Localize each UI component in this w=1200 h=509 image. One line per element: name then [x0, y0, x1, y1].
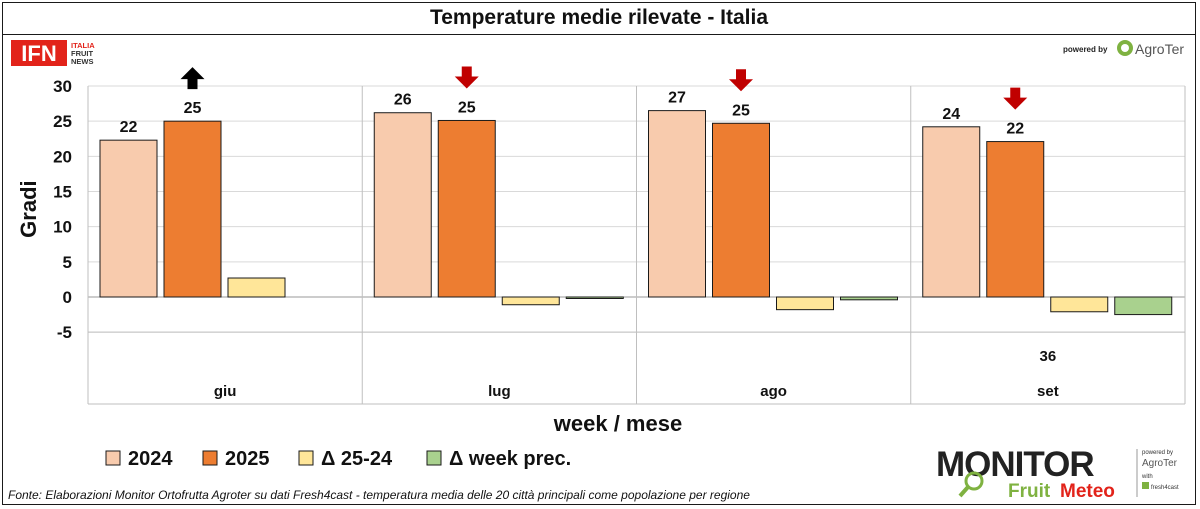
bar-set-series-1 — [986, 141, 1045, 298]
fruitmeteo-part-2: Meteo — [1060, 481, 1115, 501]
y-tick-label: -5 — [57, 323, 72, 342]
legend-swatch-0 — [105, 450, 121, 466]
y-axis-label: Gradi — [16, 180, 41, 237]
bar-ago-series-1 — [712, 122, 770, 298]
y-tick-label: 15 — [53, 183, 72, 202]
source-note: Fonte: Elaborazioni Monitor Ortofrutta A… — [8, 488, 750, 502]
data-label: 26 — [394, 92, 412, 109]
y-tick-label: 25 — [53, 112, 72, 131]
bar-lug-series-3 — [565, 296, 624, 299]
legend-entry-1: 2025 — [225, 448, 270, 470]
y-tick-label: 20 — [53, 147, 72, 166]
bar-lug-series-0 — [373, 112, 432, 298]
fresh4cast-icon — [1142, 482, 1149, 489]
trend-arrow-down-icon — [729, 69, 753, 92]
y-tick-label: 10 — [53, 218, 72, 237]
trend-arrow-down-icon — [454, 66, 479, 89]
fresh4cast-label: fresh4cast — [1151, 485, 1179, 491]
ifn-logo-line-1: ITALIA — [71, 41, 95, 50]
data-label: 25 — [732, 102, 750, 119]
powered-by-label: powered by — [1063, 45, 1108, 54]
legend-entry-2: Δ 25-24 — [321, 448, 393, 470]
ifn-logo-line-2: FRUIT — [71, 49, 93, 58]
bar-giu-series-0 — [99, 139, 158, 298]
bar-giu-series-1 — [163, 120, 222, 298]
data-label: 25 — [458, 99, 476, 116]
x-axis-label: week / mese — [553, 411, 682, 436]
ifn-logo-background — [11, 40, 67, 66]
chart-title: Temperature medie rilevate - Italia — [2, 2, 1196, 35]
y-tick-label: 0 — [63, 288, 72, 307]
x-category-label: ago — [760, 383, 787, 400]
y-tick-label: 30 — [53, 77, 72, 96]
bar-set-series-3 — [1114, 296, 1173, 316]
bar-giu-series-2 — [227, 277, 286, 298]
legend-swatch-2 — [298, 450, 314, 466]
agroter-small: AgroTer — [1142, 458, 1178, 469]
bar-set-series-0 — [922, 126, 981, 298]
ifn-logo: IFN ITALIA FRUIT NEWS — [11, 40, 95, 66]
legend-entry-3: Δ week prec. — [449, 448, 571, 470]
legend-entry-0: 2024 — [128, 448, 173, 470]
data-label: 27 — [668, 90, 686, 107]
x-category-label: set — [1037, 383, 1059, 400]
bar-ago-series-3 — [840, 296, 898, 301]
ifn-logo-letters: IFN — [21, 41, 56, 66]
ifn-logo-line-3: NEWS — [71, 57, 94, 66]
y-tick-label: 5 — [63, 253, 72, 272]
legend-swatch-3 — [426, 450, 442, 466]
data-label: 25 — [184, 100, 202, 117]
powered-by-small: powered by — [1142, 450, 1173, 456]
x-category-label: lug — [488, 383, 511, 400]
legend-swatch-1 — [202, 450, 218, 466]
x-category-label: giu — [214, 383, 237, 400]
data-label: 24 — [942, 106, 960, 123]
week-number-label: 36 — [1040, 348, 1057, 365]
trend-arrow-up-icon — [180, 67, 205, 90]
data-label: 22 — [1006, 121, 1024, 138]
agroter-powered-by-logo: powered by AgroTer — [1063, 40, 1184, 57]
data-label: 22 — [120, 119, 138, 136]
bar-lug-series-2 — [501, 296, 560, 306]
bar-ago-series-0 — [648, 110, 706, 298]
bar-set-series-2 — [1050, 296, 1109, 313]
fruitmeteo-part-1: Fruit — [1008, 481, 1051, 501]
agroter-wordmark: AgroTer — [1135, 41, 1184, 57]
trend-arrow-down-icon — [1003, 87, 1028, 110]
with-label: with — [1141, 474, 1153, 480]
bar-ago-series-2 — [776, 296, 834, 311]
bar-lug-series-1 — [437, 119, 496, 298]
monitor-wordmark: MONITOR — [936, 445, 1094, 484]
magnifier-icon — [964, 471, 984, 491]
monitor-fruitmeteo-logo: MONITOR Fruit Meteo powered by AgroTer w… — [936, 445, 1179, 501]
